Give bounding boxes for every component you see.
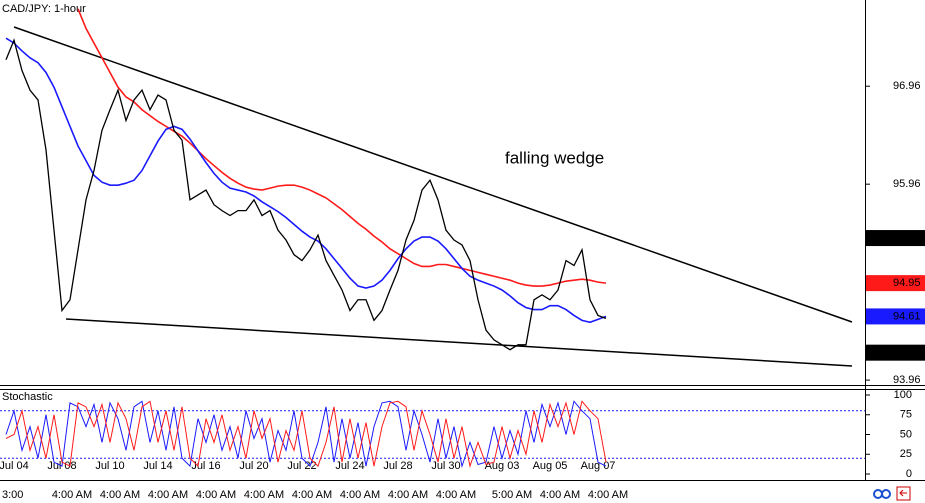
y-tick-label: 95.96 bbox=[893, 178, 921, 190]
time-label: 4:00 AM bbox=[196, 489, 236, 501]
x-tick-label: Jul 14 bbox=[143, 460, 172, 472]
x-tick-label: Jul 28 bbox=[383, 460, 412, 472]
price-tag-label: 94.95 bbox=[893, 277, 921, 289]
x-tick-label: Jul 10 bbox=[95, 460, 124, 472]
moving-average bbox=[5, 37, 607, 324]
time-label: 5:00 AM bbox=[492, 489, 532, 501]
time-label: 4:00 AM bbox=[52, 489, 92, 501]
price-line bbox=[5, 38, 607, 351]
price-tag bbox=[866, 344, 925, 361]
x-tick-label: Jul 22 bbox=[287, 460, 316, 472]
time-label: 4:00 AM bbox=[540, 489, 580, 501]
price-tag bbox=[866, 230, 925, 247]
frame bbox=[0, 0, 925, 481]
x-tick-label: Jul 04 bbox=[0, 460, 29, 472]
series-line bbox=[5, 400, 607, 469]
time-label: 4:00 AM bbox=[388, 489, 428, 501]
y-tick-label: 96.96 bbox=[893, 80, 921, 92]
x-tick-label: Aug 03 bbox=[485, 460, 520, 472]
y-tick-label: 0 bbox=[906, 468, 912, 480]
y-tick-label: 93.96 bbox=[893, 374, 921, 386]
time-label: 4:00 AM bbox=[588, 489, 628, 501]
x-tick-label: Jul 24 bbox=[335, 460, 364, 472]
y-tick-label: 25 bbox=[900, 448, 912, 460]
close-arrow[interactable] bbox=[899, 489, 907, 497]
time-label: 4:00 AM bbox=[100, 489, 140, 501]
x-tick-label: Jul 20 bbox=[239, 460, 268, 472]
x-tick-label: Jul 30 bbox=[431, 460, 460, 472]
time-label: 3:00 bbox=[2, 489, 23, 501]
link-icon[interactable] bbox=[881, 489, 891, 499]
y-tick-label: 50 bbox=[900, 428, 912, 440]
lower-trendline bbox=[65, 318, 853, 367]
time-label: 4:00 AM bbox=[148, 489, 188, 501]
annotation: falling wedge bbox=[505, 148, 604, 167]
time-label: 4:00 AM bbox=[340, 489, 380, 501]
price-tag-label: 95.41 bbox=[893, 232, 921, 244]
x-tick-label: Aug 05 bbox=[533, 460, 568, 472]
y-tick-label: 75 bbox=[900, 409, 912, 421]
price-tag bbox=[866, 275, 925, 292]
x-tick-label: Aug 07 bbox=[581, 460, 616, 472]
y-tick-label: 100 bbox=[894, 389, 912, 401]
x-tick-label: Jul 16 bbox=[191, 460, 220, 472]
price-tag-label: 94.24 bbox=[893, 347, 921, 359]
moving-average bbox=[77, 8, 607, 287]
time-label: 4:00 AM bbox=[292, 489, 332, 501]
stochastic-title: Stochastic bbox=[2, 391, 53, 403]
toolbar-icons[interactable] bbox=[873, 486, 911, 501]
upper-trendline bbox=[13, 26, 853, 323]
price-tag-label: 94.61 bbox=[893, 310, 921, 322]
trendlines bbox=[13, 26, 853, 367]
chart-title: CAD/JPY: 1-hour bbox=[2, 3, 86, 15]
time-label: 4:00 AM bbox=[436, 489, 476, 501]
price-tag bbox=[866, 308, 925, 325]
time-label: 4:00 AM bbox=[244, 489, 284, 501]
